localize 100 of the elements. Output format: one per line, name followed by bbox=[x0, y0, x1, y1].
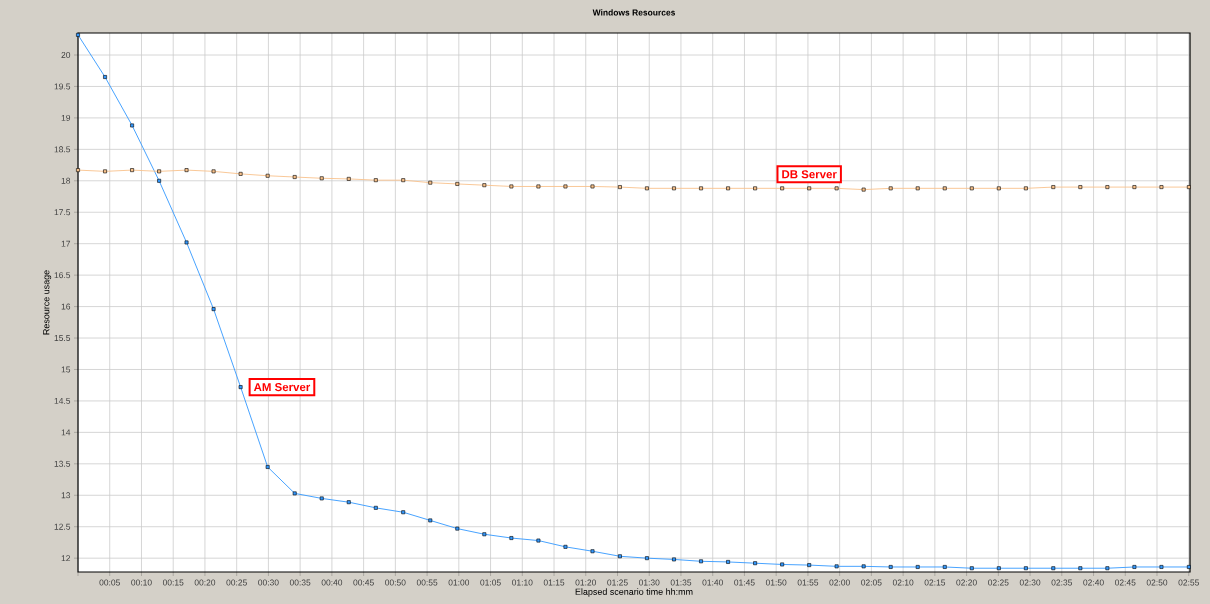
y-tick-label: 19 bbox=[61, 114, 71, 121]
x-tick-label: 00:15 bbox=[162, 579, 184, 586]
point bbox=[888, 186, 893, 191]
point bbox=[726, 186, 730, 191]
point bbox=[969, 186, 974, 191]
point bbox=[509, 184, 514, 189]
y-tick-label: 17 bbox=[61, 240, 71, 247]
point bbox=[861, 564, 866, 569]
point bbox=[563, 544, 568, 549]
y-tick-label: 12.5 bbox=[54, 523, 71, 530]
x-tick-label: 02:55 bbox=[1178, 579, 1199, 586]
point bbox=[590, 549, 595, 554]
point bbox=[1186, 185, 1191, 189]
point bbox=[1132, 185, 1137, 189]
point bbox=[401, 178, 406, 183]
point bbox=[969, 566, 974, 571]
x-tick-label: 01:15 bbox=[543, 579, 565, 586]
y-tick-label: 15 bbox=[61, 366, 71, 373]
point bbox=[428, 180, 433, 185]
point bbox=[590, 184, 595, 189]
x-tick-label: 01:45 bbox=[734, 579, 755, 586]
point bbox=[292, 491, 297, 496]
point bbox=[373, 178, 378, 183]
x-tick-label: 02:10 bbox=[892, 579, 914, 586]
x-tick-label: 00:25 bbox=[226, 579, 247, 586]
point bbox=[915, 186, 920, 191]
x-tick-label: 02:35 bbox=[1051, 579, 1073, 586]
point bbox=[645, 556, 649, 561]
point bbox=[672, 557, 676, 562]
y-tick-label: 16.5 bbox=[54, 272, 71, 279]
x-tick-label: 01:10 bbox=[512, 579, 533, 586]
y-tick-label: 13 bbox=[61, 492, 71, 499]
point bbox=[1159, 565, 1164, 569]
point bbox=[265, 465, 270, 469]
point bbox=[319, 496, 324, 501]
point bbox=[1078, 185, 1083, 189]
point bbox=[346, 177, 351, 181]
point bbox=[536, 538, 541, 543]
point bbox=[1105, 185, 1110, 189]
point bbox=[1105, 566, 1110, 571]
point bbox=[211, 307, 216, 311]
point bbox=[184, 168, 189, 172]
point bbox=[482, 532, 487, 537]
point bbox=[157, 169, 162, 174]
point bbox=[699, 186, 703, 191]
y-tick-label: 15.5 bbox=[54, 335, 71, 341]
point bbox=[211, 169, 216, 174]
x-tick-label: 01:25 bbox=[607, 579, 628, 586]
x-tick-label: 00:10 bbox=[131, 579, 152, 586]
point bbox=[401, 510, 406, 515]
x-tick-label: 01:40 bbox=[702, 579, 723, 586]
point bbox=[861, 187, 866, 192]
x-tick-label: 02:15 bbox=[924, 579, 946, 586]
y-tick-label: 12 bbox=[61, 555, 71, 562]
x-tick-label: 00:40 bbox=[321, 579, 343, 586]
x-tick-label: 00:55 bbox=[416, 579, 438, 586]
point bbox=[76, 168, 80, 172]
point bbox=[1023, 186, 1028, 191]
x-tick-label: 02:00 bbox=[829, 579, 850, 586]
point bbox=[726, 560, 730, 564]
point bbox=[157, 178, 162, 183]
point bbox=[618, 185, 622, 189]
y-tick-label: 18.5 bbox=[54, 146, 71, 153]
point bbox=[834, 186, 839, 191]
x-tick-label: 01:35 bbox=[670, 579, 692, 586]
x-tick-label: 01:05 bbox=[480, 579, 501, 586]
point bbox=[373, 505, 378, 510]
point bbox=[265, 173, 270, 178]
point bbox=[103, 75, 107, 79]
point bbox=[834, 564, 839, 569]
point bbox=[996, 186, 1001, 191]
point bbox=[915, 565, 920, 569]
y-tick-label: 18 bbox=[61, 177, 71, 184]
point bbox=[238, 385, 243, 389]
point bbox=[942, 186, 947, 191]
point bbox=[428, 518, 433, 523]
x-tick-label: 01:55 bbox=[797, 579, 819, 586]
point bbox=[753, 186, 758, 191]
x-tick-label: 02:40 bbox=[1083, 579, 1104, 586]
y-tick-label: 17.5 bbox=[54, 209, 71, 216]
point bbox=[780, 186, 785, 191]
point bbox=[346, 500, 351, 505]
point bbox=[1132, 565, 1137, 569]
x-tick-label: 00:05 bbox=[99, 579, 120, 586]
x-tick-label: 00:20 bbox=[194, 579, 216, 586]
x-tick-label: 01:00 bbox=[448, 579, 470, 586]
chart-title: Windows Resources bbox=[592, 9, 676, 16]
point bbox=[536, 184, 541, 189]
point bbox=[888, 565, 893, 569]
point bbox=[753, 561, 758, 566]
x-tick-label: 00:35 bbox=[289, 579, 311, 586]
point bbox=[455, 526, 460, 531]
point bbox=[1186, 565, 1191, 569]
x-tick-label: 02:30 bbox=[1019, 579, 1041, 586]
point bbox=[645, 186, 649, 191]
point bbox=[807, 563, 812, 567]
x-tick-label: 02:05 bbox=[861, 579, 882, 586]
y-tick-label: 16 bbox=[61, 303, 71, 310]
point bbox=[780, 562, 785, 567]
x-tick-label: 02:20 bbox=[956, 579, 977, 586]
